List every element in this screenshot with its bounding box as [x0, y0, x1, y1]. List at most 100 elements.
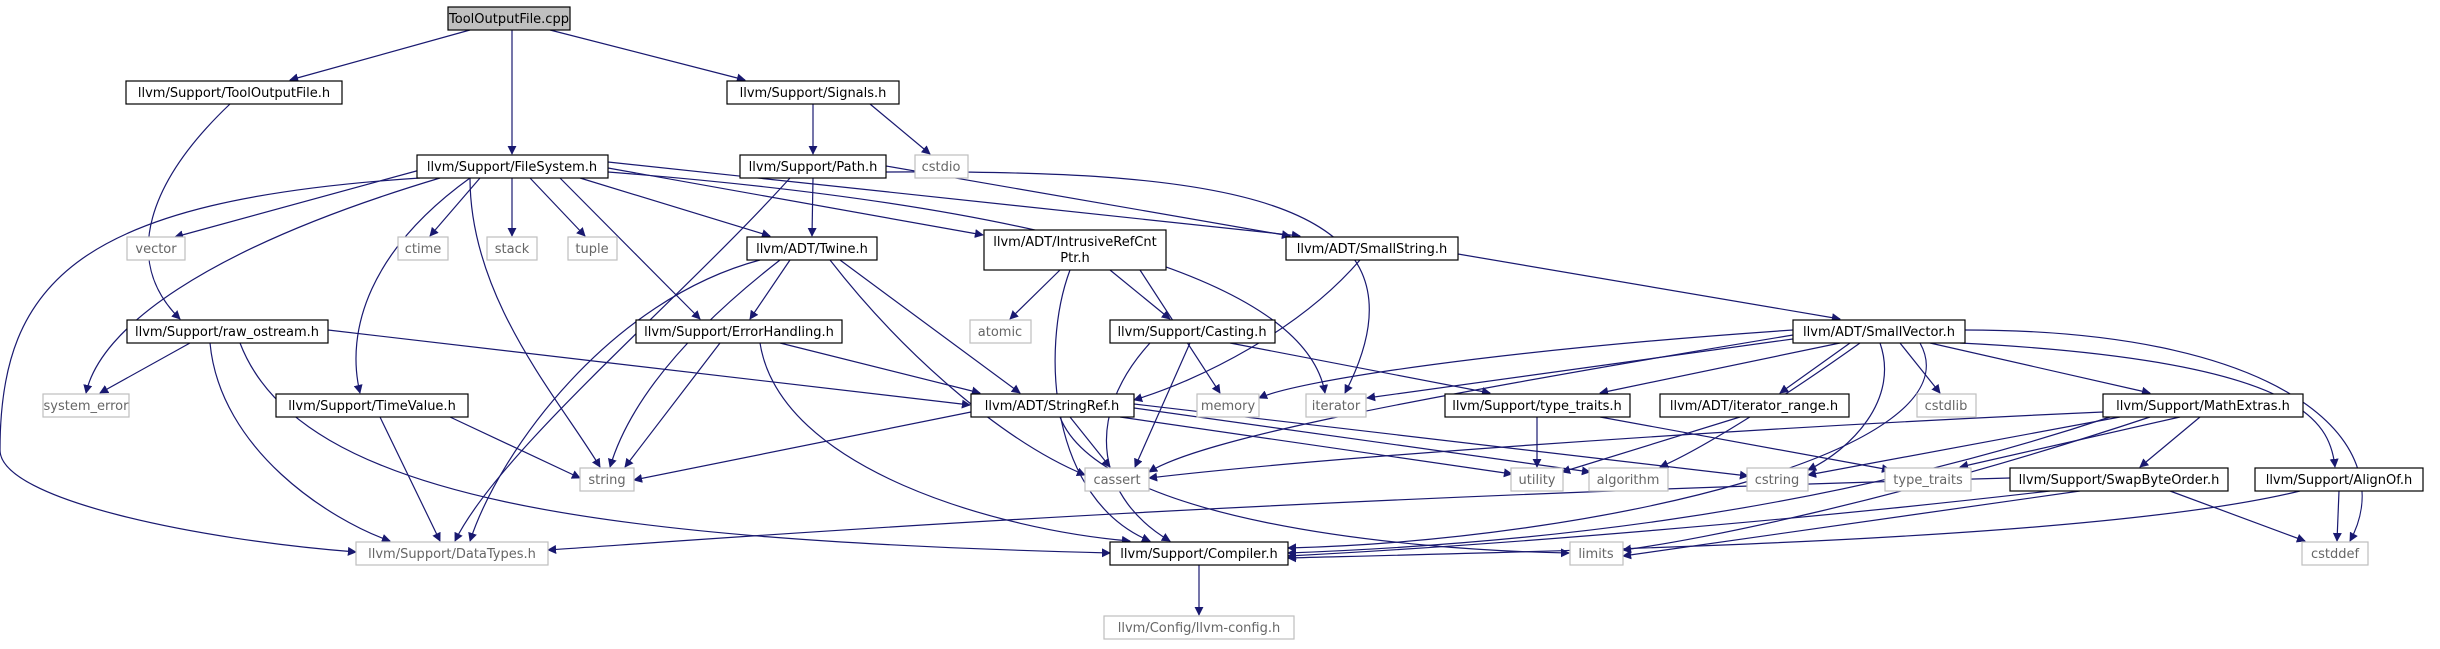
edge-smallstring-smallvector: [1457, 253, 1841, 323]
edge-twine-stringref: [839, 259, 1021, 394]
edge-path-twine: [807, 177, 817, 237]
node-smallvector-h[interactable]: llvm/ADT/SmallVector.h: [1792, 319, 1966, 344]
edge-mathextras-compiler: [1287, 416, 2111, 558]
node-stack: stack: [486, 236, 538, 261]
svg-text:memory: memory: [1201, 399, 1256, 414]
svg-text:llvm/ADT/Twine.h: llvm/ADT/Twine.h: [756, 242, 868, 257]
node-cstddef: cstddef: [2301, 541, 2369, 566]
node-signals-h[interactable]: llvm/Support/Signals.h: [726, 80, 900, 105]
node-errorhandling-h[interactable]: llvm/Support/ErrorHandling.h: [635, 319, 843, 344]
edge-casting-compiler: [1105, 342, 1171, 542]
edge-fs-iterator: [607, 171, 1329, 394]
node-cstdio: cstdio: [914, 154, 969, 179]
svg-text:llvm/Support/Compiler.h: llvm/Support/Compiler.h: [1120, 547, 1277, 562]
node-limits: limits: [1569, 541, 1624, 566]
edge-raw_ostream-stringref: [327, 329, 971, 409]
svg-text:llvm/Support/Path.h: llvm/Support/Path.h: [749, 160, 878, 175]
svg-text:algorithm: algorithm: [1597, 473, 1660, 488]
edge-smallvector-iterator: [1366, 337, 1801, 402]
edge-smallvector-mathextras: [1929, 342, 2151, 396]
edge-mathextras-limits: [1622, 416, 2151, 554]
svg-text:llvm/ADT/SmallVector.h: llvm/ADT/SmallVector.h: [1803, 325, 1955, 340]
edge-type_traits_h-type_traits: [1599, 416, 1891, 473]
node-iterator: iterator: [1305, 393, 1367, 418]
node-raw-ostream-h[interactable]: llvm/Support/raw_ostream.h: [126, 319, 329, 344]
node-type-traits: type_traits: [1884, 467, 1972, 492]
svg-text:llvm/Support/type_traits.h: llvm/Support/type_traits.h: [1452, 399, 1622, 414]
edge-stringref-utility: [1119, 416, 1513, 478]
node-intrusiverefcntptr-h[interactable]: llvm/ADT/IntrusiveRefCnt Ptr.h: [983, 229, 1167, 271]
edge-smallvector-compiler: [1287, 342, 1927, 553]
edge-casting-type_traits: [1229, 342, 1491, 396]
edge-twine-errorhandling: [749, 259, 791, 320]
edge-mathextras-cstring: [1807, 416, 2121, 478]
node-iterator-range-h[interactable]: llvm/ADT/iterator_range.h: [1659, 393, 1850, 418]
root-file-node: ToolOutputFile.cpp: [447, 6, 571, 31]
edge-twine-string: [608, 259, 781, 468]
edge-stringref-algorithm: [1133, 407, 1591, 476]
node-memory: memory: [1196, 393, 1260, 418]
node-tooloutputfile-h[interactable]: llvm/Support/ToolOutputFile.h: [125, 80, 343, 105]
edge-stringref-string: [633, 411, 972, 483]
edge-iterator_range-utility: [1561, 416, 1741, 474]
svg-text:llvm/Support/raw_ostream.h: llvm/Support/raw_ostream.h: [135, 325, 319, 340]
node-stringref-h[interactable]: llvm/ADT/StringRef.h: [970, 393, 1135, 418]
svg-text:ToolOutputFile.cpp: ToolOutputFile.cpp: [448, 12, 569, 27]
edge-swapbyteorder-cstddef: [2169, 490, 2306, 543]
svg-text:system_error: system_error: [44, 399, 130, 414]
svg-text:cstring: cstring: [1755, 473, 1799, 488]
node-alignof-h[interactable]: llvm/Support/AlignOf.h: [2254, 467, 2424, 492]
svg-text:utility: utility: [1519, 473, 1556, 488]
node-cassert: cassert: [1084, 467, 1150, 492]
svg-text:llvm/Support/DataTypes.h: llvm/Support/DataTypes.h: [368, 547, 536, 562]
edge-alignof-compiler: [1287, 490, 2301, 563]
edge-fs-timevalue: [353, 177, 471, 394]
svg-text:cassert: cassert: [1093, 473, 1140, 488]
edge-path-iterator: [885, 171, 1370, 394]
edge-swapbyteorder-limits: [1622, 490, 2081, 560]
node-algorithm: algorithm: [1588, 467, 1669, 492]
edge-fs-string: [469, 177, 601, 468]
node-type-traits-h[interactable]: llvm/Support/type_traits.h: [1444, 393, 1631, 418]
node-cstring: cstring: [1746, 467, 1809, 492]
node-filesystem-h[interactable]: llvm/Support/FileSystem.h: [416, 154, 609, 179]
edge-stringref-cassert: [1069, 416, 1111, 468]
edge-smallvector-algorithm: [1659, 342, 1861, 468]
node-atomic: atomic: [969, 319, 1032, 344]
svg-text:llvm/ADT/iterator_range.h: llvm/ADT/iterator_range.h: [1670, 399, 1838, 414]
node-mathextras-h[interactable]: llvm/Support/MathExtras.h: [2102, 393, 2304, 418]
svg-text:llvm/ADT/IntrusiveRefCnt: llvm/ADT/IntrusiveRefCnt: [993, 235, 1156, 250]
svg-text:llvm/Config/llvm-config.h: llvm/Config/llvm-config.h: [1118, 621, 1280, 636]
edge-fs-twine: [579, 177, 771, 238]
svg-text:tuple: tuple: [575, 242, 608, 257]
edge-errorhandling-stringref: [779, 342, 981, 396]
edge-raw_ostream-system_error: [99, 342, 191, 394]
dependency-edges: [0, 29, 2363, 616]
edge-fs-intrusive: [607, 167, 984, 239]
edge-casting-cassert: [1134, 342, 1191, 468]
svg-text:ctime: ctime: [405, 242, 442, 257]
edge-root-signals: [549, 29, 746, 83]
edge-errorhandling-string: [624, 342, 721, 468]
node-swapbyteorder-h[interactable]: llvm/Support/SwapByteOrder.h: [2009, 467, 2229, 492]
svg-text:llvm/ADT/StringRef.h: llvm/ADT/StringRef.h: [985, 399, 1119, 414]
node-timevalue-h[interactable]: llvm/Support/TimeValue.h: [275, 393, 469, 418]
edge-smallstring-stringref: [1133, 259, 1361, 402]
edge-mathextras-swapbyteorder: [2139, 416, 2201, 468]
edge-smallvector-cstddef: [1964, 329, 2363, 542]
node-path-h[interactable]: llvm/Support/Path.h: [739, 154, 887, 179]
dependency-nodes: ToolOutputFile.cpp llvm/Support/ToolOutp…: [42, 6, 2424, 640]
node-compiler-h[interactable]: llvm/Support/Compiler.h: [1109, 541, 1289, 566]
node-twine-h[interactable]: llvm/ADT/Twine.h: [746, 236, 878, 261]
node-casting-h[interactable]: llvm/Support/Casting.h: [1109, 319, 1276, 344]
svg-text:limits: limits: [1578, 547, 1614, 562]
svg-text:llvm/Support/Casting.h: llvm/Support/Casting.h: [1117, 325, 1266, 340]
node-smallstring-h[interactable]: llvm/ADT/SmallString.h: [1285, 236, 1459, 261]
edge-timevalue-datatypes: [379, 416, 441, 542]
edge-swapbyteorder-compiler: [1287, 490, 2051, 561]
svg-text:llvm/Support/FileSystem.h: llvm/Support/FileSystem.h: [427, 160, 597, 175]
edge-path-datatypes: [454, 177, 791, 542]
edge-timevalue-string: [449, 416, 581, 479]
node-datatypes-h: llvm/Support/DataTypes.h: [355, 541, 549, 566]
